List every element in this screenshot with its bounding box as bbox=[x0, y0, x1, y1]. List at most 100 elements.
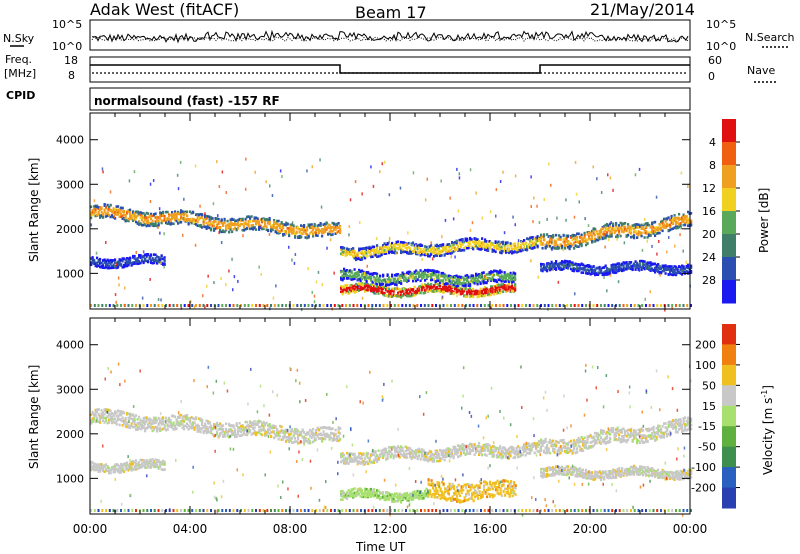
echo-cell bbox=[562, 265, 565, 268]
echo-cell bbox=[145, 219, 148, 222]
echo-cell bbox=[344, 289, 347, 293]
echo-cell bbox=[591, 229, 594, 233]
echo-cell bbox=[536, 235, 539, 238]
echo-cell bbox=[425, 269, 428, 272]
echo-cell bbox=[436, 275, 439, 278]
echo-cell bbox=[672, 273, 675, 277]
echo-cell bbox=[371, 248, 374, 252]
echo-cell bbox=[349, 276, 352, 279]
echo-cell bbox=[616, 262, 619, 266]
ground-point bbox=[412, 304, 415, 307]
echo-cell bbox=[252, 219, 255, 223]
echo-cell bbox=[118, 260, 121, 264]
echo-cell bbox=[383, 286, 386, 289]
echo-cell bbox=[428, 273, 431, 276]
echo-cell bbox=[208, 217, 211, 221]
echo-cell bbox=[213, 434, 216, 438]
echo-cell bbox=[621, 224, 624, 227]
noise-point bbox=[468, 281, 470, 285]
echo-cell bbox=[601, 236, 604, 240]
echo-cell bbox=[97, 211, 100, 214]
echo-cell bbox=[114, 208, 117, 211]
echo-cell bbox=[267, 222, 270, 225]
nsearch-tick-top: 10^5 bbox=[706, 18, 736, 31]
echo-cell bbox=[613, 227, 616, 231]
echo-cell bbox=[246, 215, 249, 219]
echo-cell bbox=[120, 412, 123, 415]
echo-cell bbox=[503, 284, 506, 287]
echo-cell bbox=[151, 426, 154, 429]
echo-cell bbox=[386, 286, 389, 290]
echo-cell bbox=[211, 222, 214, 225]
echo-cell bbox=[609, 225, 612, 229]
echo-cell bbox=[472, 287, 475, 291]
echo-cell bbox=[589, 265, 592, 268]
echo-cell bbox=[517, 245, 520, 248]
echo-cell bbox=[494, 279, 497, 282]
echo-cell bbox=[163, 218, 166, 221]
echo-cell bbox=[151, 222, 154, 226]
echo-cell bbox=[416, 252, 419, 256]
echo-cell bbox=[445, 289, 448, 292]
echo-cell bbox=[111, 259, 114, 263]
echo-cell bbox=[365, 280, 368, 284]
echo-cell bbox=[433, 250, 436, 253]
echo-cell bbox=[609, 268, 612, 272]
echo-cell bbox=[187, 417, 190, 421]
echo-cell bbox=[174, 415, 177, 419]
echo-cell bbox=[160, 257, 163, 260]
echo-cell bbox=[138, 212, 141, 216]
echo-cell bbox=[464, 239, 467, 242]
echo-cell bbox=[478, 290, 481, 293]
echo-cell bbox=[273, 226, 276, 229]
echo-cell bbox=[121, 217, 124, 220]
echo-cell bbox=[219, 422, 222, 426]
nave-label: Nave bbox=[747, 64, 775, 77]
echo-cell bbox=[353, 256, 356, 260]
noise-point bbox=[231, 257, 233, 261]
echo-cell bbox=[371, 273, 374, 277]
echo-cell bbox=[359, 258, 362, 261]
echo-cell bbox=[94, 208, 97, 211]
echo-cell bbox=[648, 233, 651, 237]
noise-point bbox=[454, 255, 456, 259]
echo-cell bbox=[570, 242, 573, 246]
echo-cell bbox=[109, 258, 112, 262]
echo-cell bbox=[196, 423, 199, 427]
echo-cell bbox=[105, 264, 108, 267]
echo-cell bbox=[199, 417, 202, 421]
ground-point bbox=[618, 304, 621, 307]
echo-cell bbox=[449, 285, 452, 288]
echo-cell bbox=[466, 274, 469, 277]
echo-cell bbox=[649, 267, 652, 271]
echo-cell bbox=[496, 241, 499, 244]
echo-cell bbox=[180, 422, 183, 426]
echo-cell bbox=[676, 226, 679, 230]
echo-cell bbox=[658, 222, 661, 226]
echo-cell bbox=[425, 287, 428, 290]
echo-cell bbox=[439, 281, 442, 284]
ground-point bbox=[457, 304, 460, 307]
echo-cell bbox=[464, 274, 467, 278]
echo-cell bbox=[202, 222, 205, 226]
echo-cell bbox=[568, 263, 571, 266]
echo-cell bbox=[368, 284, 371, 288]
echo-cell bbox=[530, 247, 533, 250]
echo-cell bbox=[231, 433, 234, 436]
echo-cell bbox=[467, 241, 470, 244]
echo-cell bbox=[437, 276, 440, 280]
echo-cell bbox=[675, 226, 678, 230]
noise-point bbox=[607, 173, 609, 177]
echo-cell bbox=[511, 251, 514, 255]
echo-cell bbox=[184, 415, 187, 419]
echo-cell bbox=[598, 265, 601, 269]
echo-cell bbox=[455, 285, 458, 288]
echo-cell bbox=[484, 286, 487, 289]
echo-cell bbox=[324, 230, 327, 233]
noise-point bbox=[206, 284, 208, 288]
echo-cell bbox=[166, 428, 169, 431]
echo-cell bbox=[91, 410, 94, 414]
echo-cell bbox=[433, 269, 436, 273]
echo-cell bbox=[624, 222, 627, 225]
echo-cell bbox=[433, 284, 436, 288]
